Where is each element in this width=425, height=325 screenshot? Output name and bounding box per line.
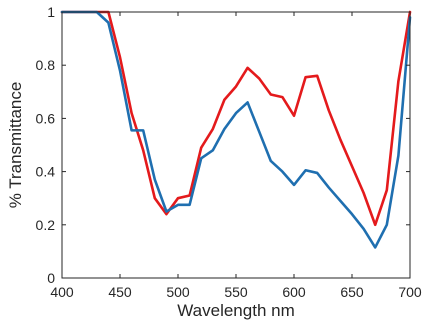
x-axis-label: Wavelength nm: [177, 301, 294, 320]
y-axis-label: % Transmittance: [6, 82, 25, 209]
y-tick-labels: 0 0.2 0.4 0.6 0.8 1: [36, 4, 56, 286]
series-layer: [60, 10, 412, 249]
x-tick-label: 500: [166, 284, 190, 300]
y-tick-label: 0.6: [36, 110, 56, 126]
y-tick-label: 0.4: [36, 164, 56, 180]
series-line-red: [60, 10, 412, 227]
x-tick-label: 400: [50, 284, 74, 300]
x-tick-label: 650: [340, 284, 364, 300]
x-tick-label: 550: [224, 284, 248, 300]
plot-area: [60, 10, 412, 279]
x-tick-label: 450: [108, 284, 132, 300]
y-tick-label: 1: [47, 4, 55, 20]
x-tick-labels: 400 450 500 550 600 650 700: [50, 284, 422, 300]
y-tick-label: 0: [47, 270, 55, 286]
tick-marks: [61, 11, 411, 279]
y-tick-label: 0.8: [36, 57, 56, 73]
x-tick-label: 700: [398, 284, 422, 300]
y-tick-label: 0.2: [36, 217, 56, 233]
x-tick-label: 600: [282, 284, 306, 300]
series-line-blue: [60, 10, 412, 249]
